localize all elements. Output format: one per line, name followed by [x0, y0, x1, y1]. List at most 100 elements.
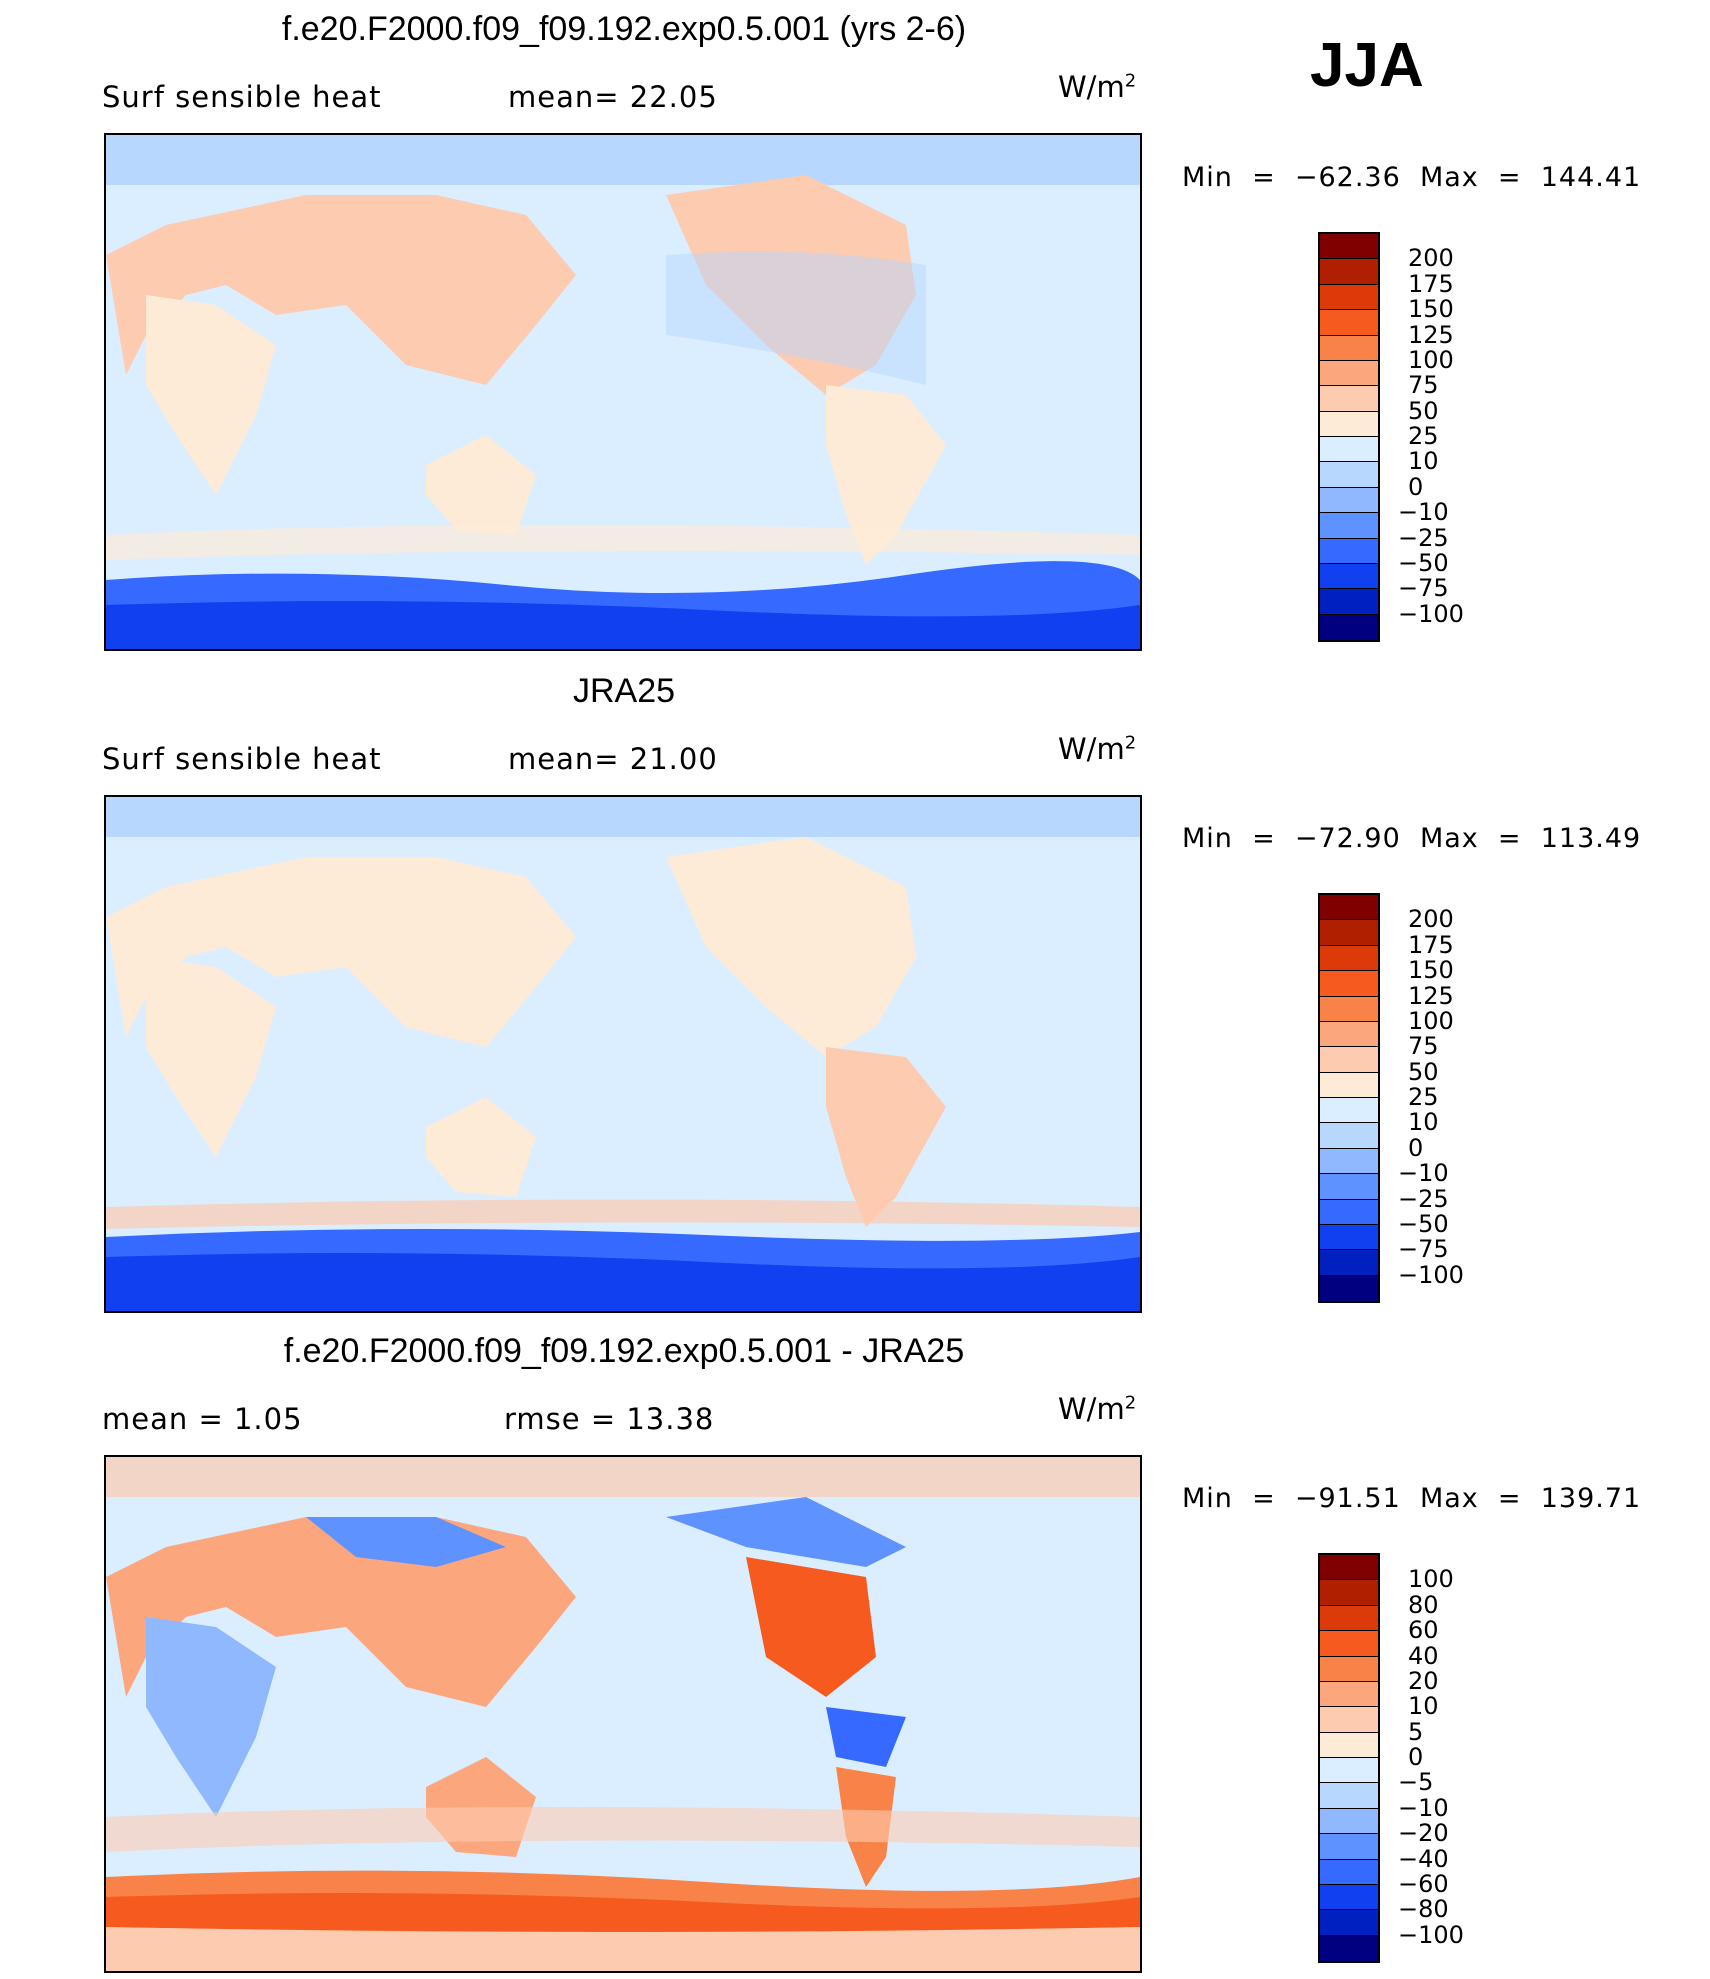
- colorbar-swatch: [1320, 1148, 1378, 1175]
- panel-1-variable: Surf sensible heat: [102, 80, 382, 114]
- colorbar-label: 20: [1408, 1666, 1439, 1695]
- colorbar-label: −5: [1398, 1768, 1434, 1797]
- colorbar-swatch: [1320, 1808, 1378, 1835]
- colorbar-swatch: [1320, 1072, 1378, 1098]
- colorbar-swatch: [1320, 538, 1378, 564]
- colorbar-swatch: [1320, 1834, 1378, 1860]
- colorbar-label: 125: [1408, 981, 1454, 1010]
- panel-1-minmax: Min = −62.36 Max = 144.41: [1182, 162, 1642, 193]
- panel-2-mean: mean= 21.00: [508, 742, 718, 776]
- panel-2-minmax: Min = −72.90 Max = 113.49: [1182, 823, 1642, 854]
- panel-2-map: [104, 795, 1142, 1313]
- colorbar-label: −50: [1398, 548, 1449, 577]
- colorbar-swatch: [1320, 487, 1378, 514]
- colorbar-swatch: [1320, 1783, 1378, 1809]
- colorbar-label: −75: [1398, 574, 1449, 603]
- panel-3-rmse: rmse = 13.38: [504, 1402, 715, 1436]
- colorbar-swatch: [1320, 513, 1378, 539]
- colorbar-swatch: [1320, 1250, 1378, 1276]
- colorbar-label: 100: [1408, 345, 1454, 374]
- colorbar-swatch: [1320, 437, 1378, 463]
- colorbar-label: −100: [1398, 1920, 1464, 1949]
- colorbar-label: −25: [1398, 1184, 1449, 1213]
- colorbar-swatch: [1320, 1580, 1378, 1606]
- colorbar-swatch: [1320, 1681, 1378, 1708]
- colorbar-label: 10: [1408, 1108, 1439, 1137]
- panel-3-minmax: Min = −91.51 Max = 139.71: [1182, 1483, 1642, 1514]
- colorbar-swatch: [1320, 1224, 1378, 1251]
- colorbar-swatch: [1320, 971, 1378, 997]
- colorbar-label: 150: [1408, 295, 1454, 324]
- colorbar-swatch: [1320, 563, 1378, 590]
- panel-1-mean: mean= 22.05: [508, 80, 718, 114]
- colorbar-label: 0: [1408, 1133, 1424, 1162]
- panel-3-units: W/m2: [1058, 1392, 1137, 1426]
- panel-3-map: [104, 1455, 1142, 1973]
- colorbar-label: −20: [1398, 1819, 1449, 1848]
- colorbar-label: 75: [1408, 371, 1439, 400]
- colorbar-swatch: [1320, 462, 1378, 488]
- colorbar-swatch: [1320, 259, 1378, 285]
- colorbar-swatch: [1320, 1199, 1378, 1225]
- colorbar-label: 50: [1408, 396, 1439, 425]
- panel-2-variable: Surf sensible heat: [102, 742, 382, 776]
- colorbar-swatch: [1320, 1859, 1378, 1885]
- colorbar-swatch: [1320, 1098, 1378, 1124]
- colorbar-swatch: [1320, 1021, 1378, 1048]
- panel-2-colorbar: [1318, 893, 1380, 1303]
- colorbar-swatch: [1320, 1555, 1378, 1581]
- colorbar-swatch: [1320, 1935, 1378, 1961]
- colorbar-swatch: [1320, 1605, 1378, 1632]
- colorbar-label: −75: [1398, 1235, 1449, 1264]
- colorbar-label: 25: [1408, 1083, 1439, 1111]
- colorbar-swatch: [1320, 1884, 1378, 1911]
- colorbar-label: 75: [1408, 1032, 1439, 1061]
- colorbar-swatch: [1320, 589, 1378, 615]
- colorbar-swatch: [1320, 1732, 1378, 1758]
- colorbar-swatch: [1320, 1910, 1378, 1936]
- panel-3-title: f.e20.F2000.f09_f09.192.exp0.5.001 - JRA…: [283, 1332, 965, 1370]
- colorbar-label: 60: [1408, 1616, 1439, 1645]
- colorbar-swatch: [1320, 614, 1378, 640]
- colorbar-swatch: [1320, 895, 1378, 921]
- colorbar-label: 25: [1408, 422, 1439, 450]
- colorbar-swatch: [1320, 1123, 1378, 1149]
- colorbar-swatch: [1320, 335, 1378, 361]
- panel-3-mean: mean = 1.05: [102, 1402, 303, 1436]
- colorbar-label: 0: [1408, 472, 1424, 501]
- colorbar-swatch: [1320, 411, 1378, 437]
- season-label: JJA: [1310, 31, 1424, 100]
- colorbar-swatch: [1320, 386, 1378, 412]
- colorbar-swatch: [1320, 1275, 1378, 1301]
- colorbar-label: −25: [1398, 523, 1449, 552]
- colorbar-label: −60: [1398, 1869, 1449, 1898]
- panel-1-map: [104, 133, 1142, 651]
- colorbar-swatch: [1320, 1047, 1378, 1073]
- colorbar-label: 50: [1408, 1057, 1439, 1086]
- colorbar-swatch: [1320, 234, 1378, 260]
- colorbar-swatch: [1320, 996, 1378, 1022]
- colorbar-label: 200: [1408, 905, 1454, 934]
- colorbar-label: 100: [1408, 1565, 1454, 1594]
- colorbar-label: −10: [1398, 498, 1449, 527]
- colorbar-swatch: [1320, 1631, 1378, 1657]
- colorbar-label: −50: [1398, 1209, 1449, 1238]
- colorbar-label: 175: [1408, 269, 1454, 298]
- colorbar-swatch: [1320, 1174, 1378, 1200]
- panel-1-units: W/m2: [1058, 70, 1137, 104]
- colorbar-label: −10: [1398, 1793, 1449, 1822]
- colorbar-swatch: [1320, 1656, 1378, 1682]
- colorbar-label: 150: [1408, 956, 1454, 985]
- colorbar-swatch: [1320, 1707, 1378, 1733]
- colorbar-swatch: [1320, 1758, 1378, 1784]
- colorbar-swatch: [1320, 920, 1378, 946]
- panel-1-title: f.e20.F2000.f09_f09.192.exp0.5.001 (yrs …: [281, 10, 967, 48]
- colorbar-label: −80: [1398, 1895, 1449, 1924]
- colorbar-swatch: [1320, 945, 1378, 972]
- colorbar-swatch: [1320, 284, 1378, 311]
- colorbar-label: 100: [1408, 1006, 1454, 1035]
- colorbar-label: 125: [1408, 320, 1454, 349]
- colorbar-swatch: [1320, 360, 1378, 387]
- panel-1-colorbar: [1318, 232, 1380, 642]
- colorbar-label: −100: [1398, 599, 1464, 628]
